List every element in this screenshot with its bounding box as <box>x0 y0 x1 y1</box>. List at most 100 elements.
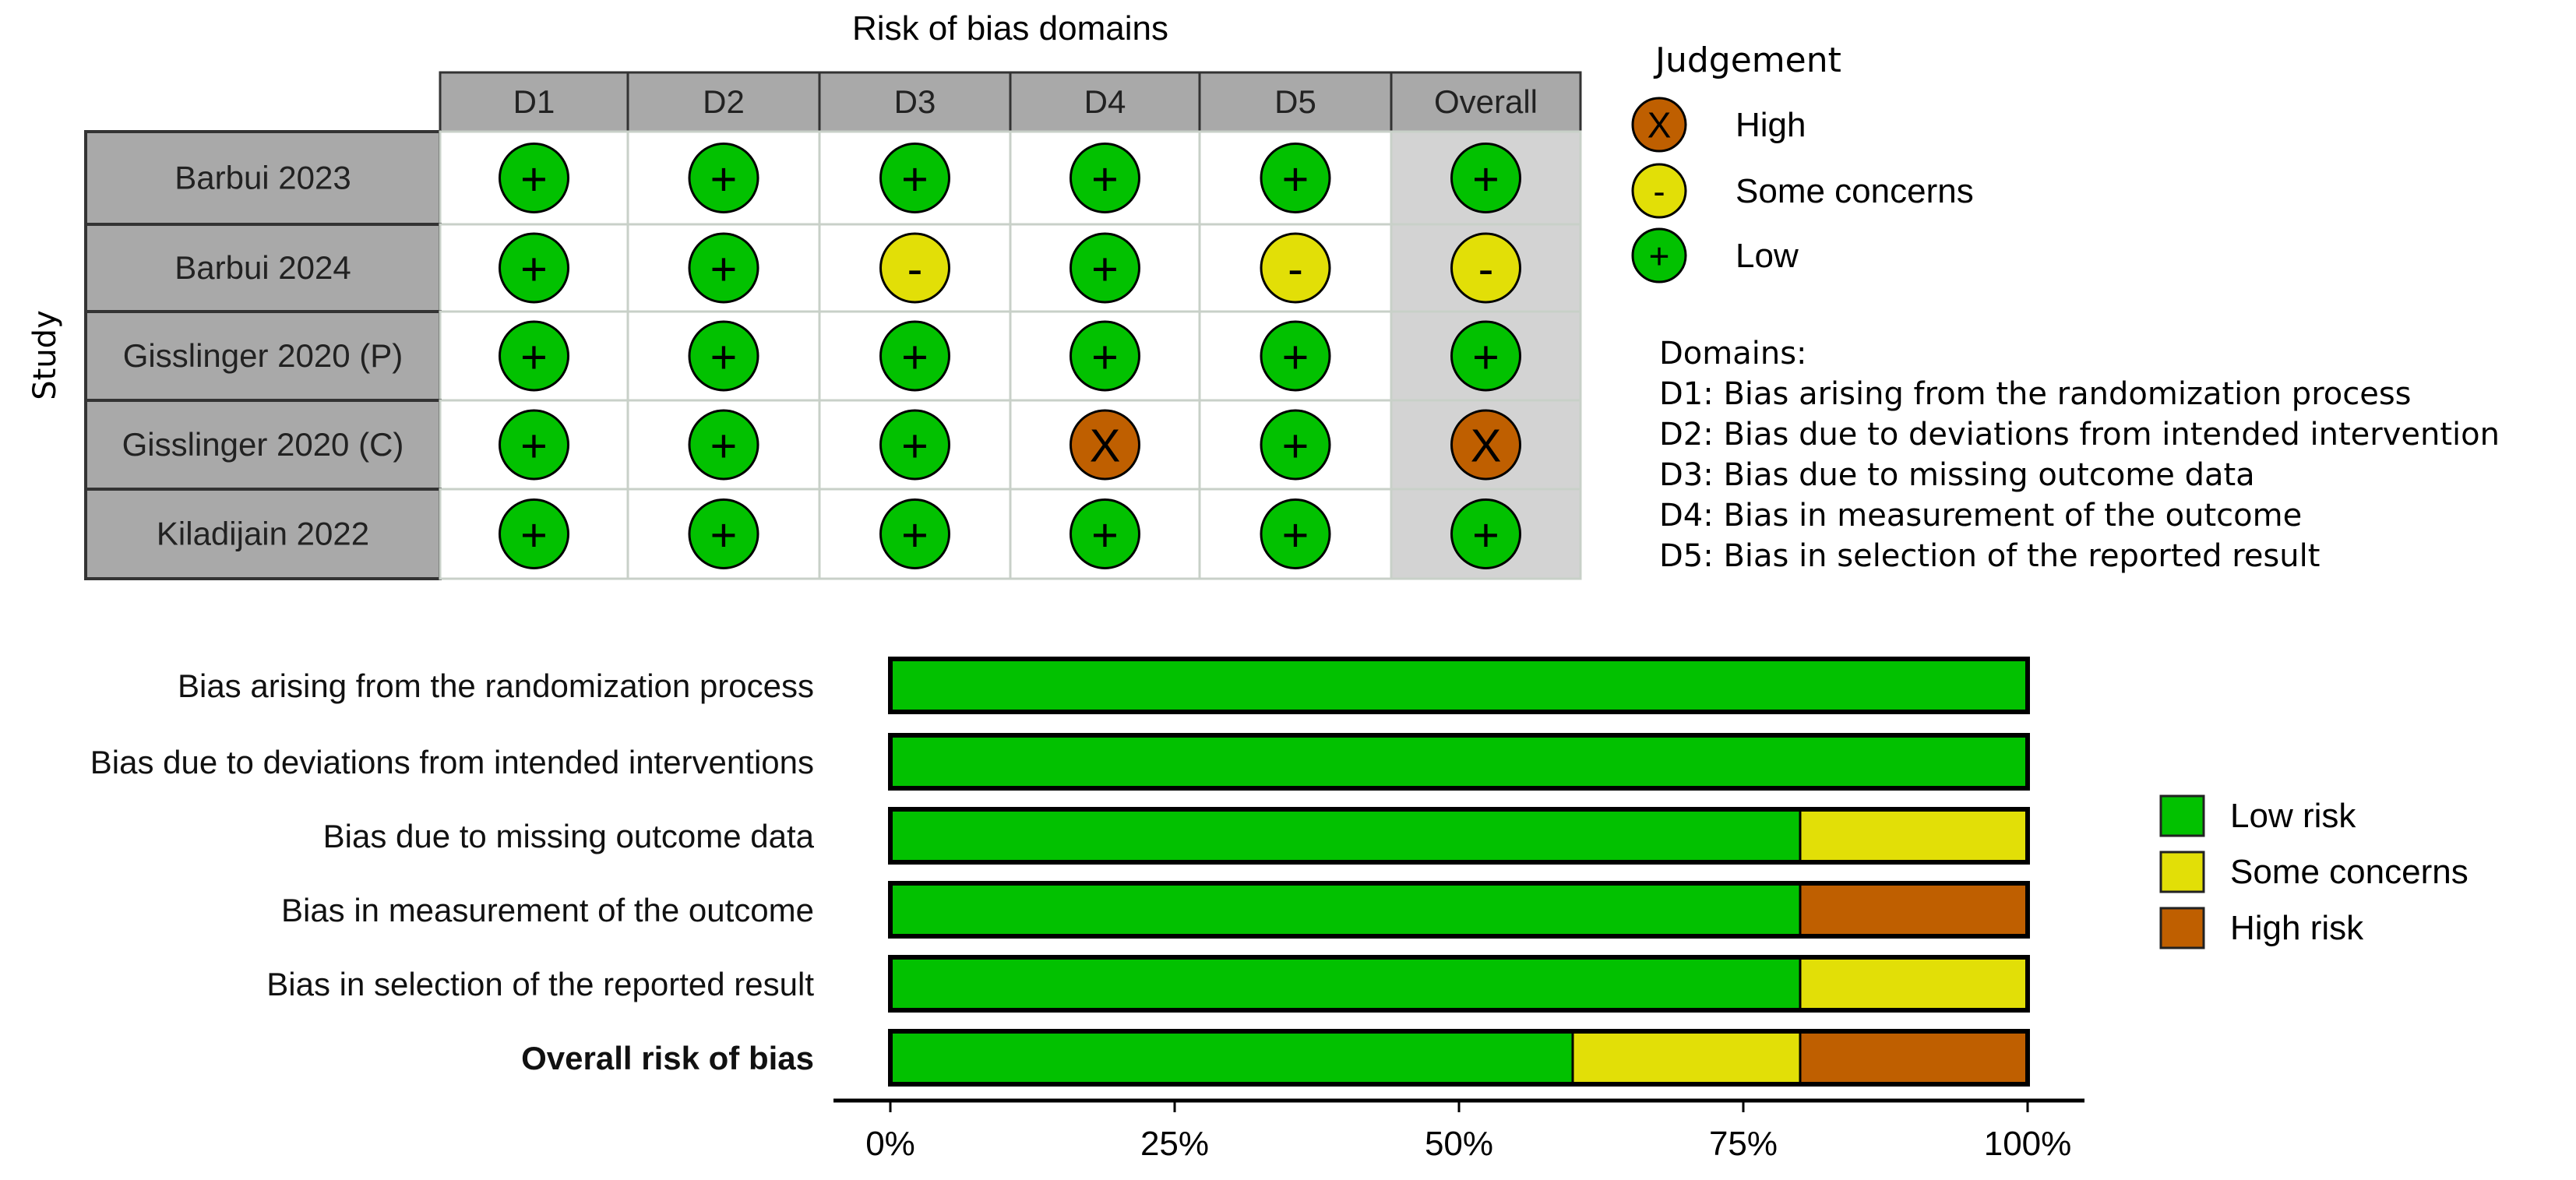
legend-label-low: Low risk <box>2230 797 2356 835</box>
legend-high-circle <box>1631 97 1687 153</box>
judgement-low-circle <box>1260 320 1331 392</box>
judgement-some-symbol: - <box>1288 242 1303 294</box>
judgement-low-symbol: + <box>901 153 929 205</box>
legend-label-high: High <box>1736 106 1806 144</box>
legend-label-low: Low <box>1736 237 1799 275</box>
judgement-low-symbol: + <box>901 509 929 561</box>
judgement-low-symbol: + <box>901 419 929 471</box>
judgement-low-symbol: + <box>710 509 738 561</box>
judgement-low-circle <box>879 409 950 481</box>
column-header-label: D2 <box>703 83 745 120</box>
judgement-low-circle <box>688 498 759 569</box>
judgement-low-circle <box>499 143 569 213</box>
domain-description-d5: D5: Bias in selection of the reported re… <box>1659 538 2321 574</box>
legend-swatch-high <box>2159 907 2205 949</box>
legend-high-symbol: X <box>1647 105 1672 146</box>
bar-segment-low <box>889 657 2029 713</box>
judgement-low-symbol: + <box>1282 330 1309 382</box>
judgement-low-symbol: + <box>710 242 738 294</box>
bar-outline <box>888 733 2030 791</box>
domain-description-d2: D2: Bias due to deviations from intended… <box>1659 417 2500 453</box>
judgement-low-circle <box>688 143 759 213</box>
judgement-high-symbol: X <box>1090 419 1121 471</box>
bar-segment-low <box>889 1030 1574 1086</box>
judgement-low-circle <box>1260 498 1331 569</box>
judgement-low-circle <box>879 320 950 392</box>
judgement-low-symbol: + <box>710 419 738 471</box>
judgement-low-circle <box>499 498 569 569</box>
bar-outline <box>888 807 2030 865</box>
judgement-low-symbol: + <box>520 242 548 294</box>
study-label: Barbui 2024 <box>174 249 351 286</box>
judgement-low-symbol: + <box>1472 330 1499 382</box>
judgement-low-circle <box>1070 498 1140 569</box>
study-label-cell <box>84 223 442 313</box>
judgement-low-symbol: + <box>520 330 548 382</box>
judgement-low-circle <box>1070 320 1140 392</box>
column-header-d1 <box>439 71 629 133</box>
column-header-label: Overall <box>1434 83 1538 120</box>
column-header-d2 <box>626 71 821 133</box>
judgement-low-circle <box>1260 409 1331 481</box>
judgement-low-circle <box>499 409 569 481</box>
judgement-low-circle <box>688 320 759 392</box>
judgement-some-symbol: - <box>907 242 923 294</box>
judgement-high-circle <box>1070 409 1140 481</box>
category-label: Bias in measurement of the outcome <box>281 892 814 928</box>
judgement-some-symbol: - <box>1478 242 1494 294</box>
x-tick-label: 100% <box>1984 1125 2072 1163</box>
bar-segment-low <box>889 734 2029 790</box>
bar-segment-high <box>1799 882 2029 938</box>
judgement-low-symbol: + <box>1282 509 1309 561</box>
column-header-label: D5 <box>1274 83 1316 120</box>
judgement-low-symbol: + <box>520 419 548 471</box>
x-tick-label: 25% <box>1140 1125 1209 1163</box>
judgement-low-symbol: + <box>1091 330 1119 382</box>
legend-label-high: High risk <box>2230 909 2364 947</box>
domain-description-d4: D4: Bias in measurement of the outcome <box>1659 498 2303 534</box>
judgement-legend: X High - Some concerns + Low <box>1631 97 1974 284</box>
judgement-low-symbol: + <box>710 153 738 205</box>
category-label: Bias arising from the randomization proc… <box>178 667 814 704</box>
category-label: Bias in selection of the reported result <box>266 966 814 1002</box>
bar-outline <box>888 955 2030 1013</box>
judgement-low-circle <box>1070 143 1140 213</box>
judgement-low-circle <box>499 232 569 304</box>
judgement-low-circle <box>1070 232 1140 304</box>
judgement-low-symbol: + <box>1282 419 1309 471</box>
legend-label-some: Some concerns <box>1736 172 1974 210</box>
column-header-label: D4 <box>1084 83 1126 120</box>
judgement-low-circle <box>1260 143 1331 213</box>
bar-segment-some <box>1571 1030 1802 1086</box>
bar-segment-low <box>889 882 1802 938</box>
category-label: Bias due to missing outcome data <box>323 818 815 854</box>
judgement-low-circle <box>688 232 759 304</box>
judgement-low-circle <box>499 320 569 392</box>
judgement-low-circle <box>1450 143 1521 213</box>
legend-swatch-some <box>2159 851 2205 893</box>
legend-low-circle <box>1631 227 1687 284</box>
bar-outline <box>888 657 2030 714</box>
domains-title: Domains: <box>1659 336 1807 372</box>
traffic-light-grid: D1 D2 D3 D4 D5 Overall Barbui 2023 + + + + + + Barbui… <box>84 71 1582 580</box>
x-tick-label: 50% <box>1425 1125 1493 1163</box>
legend-label-some: Some concerns <box>2230 853 2469 891</box>
domain-description-d3: D3: Bias due to missing outcome data <box>1659 457 2255 493</box>
column-header-label: D1 <box>513 83 555 120</box>
category-label: Bias due to deviations from intended int… <box>90 744 814 780</box>
column-header-label: D3 <box>894 83 936 120</box>
x-tick-label: 75% <box>1709 1125 1778 1163</box>
study-label: Kiladijain 2022 <box>157 516 369 552</box>
judgement-low-circle <box>1450 320 1521 392</box>
judgement-low-circle <box>879 143 950 213</box>
judgement-some-circle <box>1450 232 1521 304</box>
judgement-low-symbol: + <box>1472 509 1499 561</box>
legend-some-circle <box>1631 163 1687 219</box>
legend-low-symbol: + <box>1649 236 1670 277</box>
judgement-some-circle <box>879 232 950 304</box>
column-header-d3 <box>818 71 1012 133</box>
judgement-low-symbol: + <box>710 330 738 382</box>
bar-outline <box>888 881 2030 939</box>
legend-swatch-low <box>2159 794 2205 837</box>
bar-segment-low <box>889 956 1802 1012</box>
